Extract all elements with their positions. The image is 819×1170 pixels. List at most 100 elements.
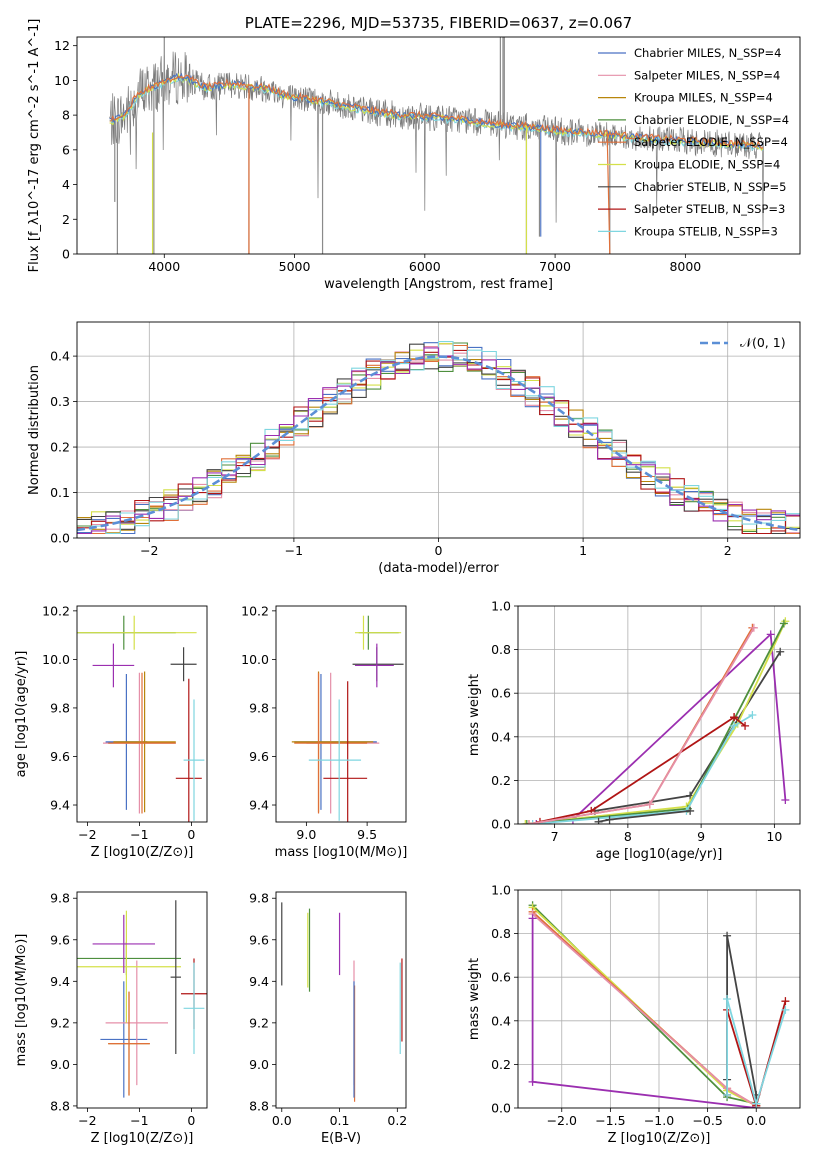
y-tick-label: 10.2 [42, 603, 70, 618]
y-tick-label: 9.8 [50, 891, 70, 906]
residual-histogram [77, 342, 800, 535]
y-tick-label: 0 [62, 247, 70, 262]
y-tick-label: 12 [54, 38, 70, 53]
y-tick-label: 9.6 [249, 932, 269, 947]
x-tick-label: −0.5 [692, 1113, 722, 1128]
x-tick-label: −1 [130, 827, 148, 842]
y-tick-label: 0.0 [491, 817, 511, 832]
y-tick-label: 8.8 [249, 1098, 269, 1113]
x-axis-label: Z [log10(Z/Z⊙)] [91, 845, 194, 860]
panel-age-vs-Z: −2 −1 0 9.4 9.6 9.8 10.0 10.2 Z [log10(Z/Z⊙)] age… [14, 603, 208, 860]
x-tick-label: −1.5 [595, 1113, 625, 1128]
y-tick-label: 2 [62, 212, 70, 227]
data-point-marker [528, 1077, 537, 1086]
x-axis-label: mass [log10(M/M⊙)] [275, 845, 408, 860]
x-tick-label: 2 [724, 543, 732, 558]
data-point-marker [686, 806, 695, 815]
y-tick-label: 9.6 [50, 932, 70, 947]
x-tick-label: 0.0 [272, 1113, 292, 1128]
y-axis-label: Normed distribution [27, 365, 42, 495]
y-tick-label: 9.4 [50, 974, 70, 989]
y-tick-label: 0.2 [50, 440, 70, 455]
data-point-marker [521, 820, 530, 824]
y-tick-label: 10 [54, 73, 70, 88]
legend-entry: Kroupa ELODIE, N_SSP=4 [634, 158, 780, 172]
legend-entry: Salpeter ELODIE, N_SSP=4 [634, 135, 788, 149]
mass-weight-line [536, 632, 787, 824]
y-tick-label: 9.0 [50, 1057, 70, 1072]
x-tick-label: 8 [624, 829, 632, 844]
legend-entry: Kroupa MILES, N_SSP=4 [634, 91, 773, 105]
y-axis-label: Flux [f_λ10^-17 erg cm^-2 s^-1 A^-1] [27, 19, 42, 273]
y-tick-label: 0.3 [50, 394, 70, 409]
x-axis-label: age [log10(age/yr)] [596, 847, 723, 862]
data-point-marker [752, 1099, 761, 1108]
mass-weight-line [726, 998, 787, 1107]
panel-age-vs-mass: 9.0 9.5 9.4 9.6 9.8 10.0 10.2 mass [log10(M/M⊙)… [241, 603, 408, 860]
panel-mass-vs-Z: −2 −1 0 8.8 9.0 9.2 9.4 9.6 9.8 Z [log10(Z/Z⊙)] ma… [14, 891, 208, 1146]
y-tick-label: 9.2 [249, 1015, 269, 1030]
plot-area-age-vs-Z [77, 615, 205, 822]
data-point-marker [781, 796, 790, 805]
data-point-marker [723, 1090, 732, 1099]
data-point-marker [730, 721, 739, 730]
legend-entry: 𝒩(0, 1) [740, 335, 786, 350]
mass-weight-line [594, 651, 781, 812]
x-tick-label: 4000 [148, 259, 180, 274]
data-point-marker [741, 721, 750, 730]
legend-entry: Chabrier MILES, N_SSP=4 [634, 46, 781, 60]
axes-frame [76, 891, 208, 1109]
x-tick-label: 7000 [539, 259, 571, 274]
data-point-marker [605, 815, 614, 824]
y-tick-label: 9.4 [249, 974, 269, 989]
data-point-marker [779, 619, 788, 628]
y-tick-label: 0.6 [491, 970, 511, 985]
y-tick-label: 9.0 [249, 1057, 269, 1072]
mass-weight-line [733, 716, 746, 727]
data-point-marker [730, 713, 739, 722]
axes-frame [275, 891, 407, 1109]
y-tick-label: 9.4 [249, 798, 269, 813]
y-tick-label: 1.0 [491, 883, 511, 898]
y-tick-label: 4 [62, 177, 70, 192]
data-point-marker [723, 995, 732, 1003]
data-point-marker [524, 820, 533, 824]
y-tick-label: 8 [62, 108, 70, 123]
plot-area-mass-weight-vs-Z [518, 890, 800, 1108]
y-tick-label: 9.2 [50, 1015, 70, 1030]
x-axis-label: Z [log10(Z/Z⊙)] [608, 1131, 711, 1146]
mass-weight-line [528, 627, 754, 824]
y-tick-label: 6 [62, 142, 70, 157]
y-axis-label: mass weight [467, 674, 482, 756]
x-tick-label: 0 [435, 543, 443, 558]
data-point-marker [522, 820, 531, 824]
y-tick-label: 9.6 [249, 749, 269, 764]
x-axis-label: wavelength [Angstrom, rest frame] [324, 277, 553, 292]
legend-entry: Salpeter MILES, N_SSP=4 [634, 68, 780, 82]
x-tick-label: 0 [187, 827, 195, 842]
legend-entry: Chabrier STELIB, N_SSP=5 [634, 180, 786, 194]
x-tick-label: 10 [766, 829, 782, 844]
x-tick-label: 5000 [279, 259, 311, 274]
x-tick-label: 9.0 [296, 827, 316, 842]
plot-area-mass-weight-vs-age [518, 606, 800, 824]
y-axis-label: age [log10(age/yr)] [14, 651, 29, 778]
normal-curve [77, 355, 800, 532]
y-tick-label: 9.8 [249, 700, 269, 715]
y-tick-label: 10.2 [241, 603, 269, 618]
data-point-marker [766, 630, 775, 639]
x-tick-label: 0.0 [746, 1113, 766, 1128]
model-fit-line [109, 72, 764, 149]
residual-histogram [77, 347, 800, 535]
x-tick-label: −2 [78, 827, 96, 842]
plot-area-mass-vs-EBV [281, 902, 403, 1102]
x-tick-label: −2 [78, 1113, 96, 1128]
data-point-marker [645, 800, 654, 809]
y-tick-label: 9.8 [50, 700, 70, 715]
panel-spectrum: 4000 5000 6000 7000 8000 0 2 4 6 8 10 12 wavelength … [27, 14, 801, 292]
legend-entry: Chabrier ELODIE, N_SSP=4 [634, 113, 789, 127]
x-tick-label: 9.5 [357, 827, 377, 842]
axes-frame [76, 36, 801, 255]
data-point-marker [776, 647, 785, 656]
model-fit-line [109, 74, 764, 149]
